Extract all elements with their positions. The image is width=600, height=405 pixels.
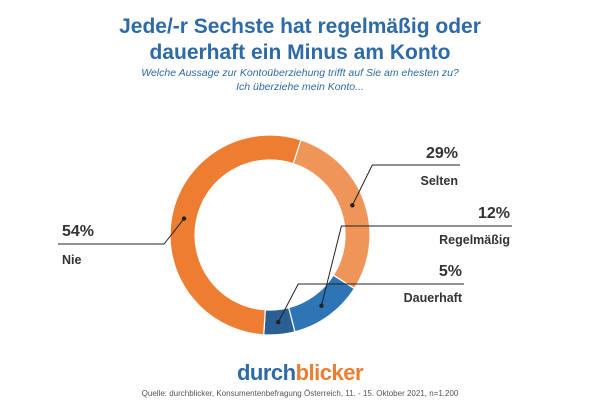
subtitle-question: Welche Aussage zur Kontoüberziehung trif… (141, 67, 459, 79)
category-label-nie: Nie (62, 253, 82, 267)
brand-logo-part-1: durch (236, 360, 296, 385)
slice-callouts: 29% Selten 12% Regelmäßig 5% Dauerhaft 54% Nie (58, 145, 512, 325)
value-label-regelmassig: 12% (478, 205, 510, 222)
callout-line-regelmassig (320, 225, 512, 306)
callout-dot-selten (350, 203, 355, 208)
title-line-1: Jede/-r Sechste hat regelmäßig oder (119, 15, 481, 38)
callout-line-selten (351, 164, 460, 206)
brand-logo: durchblicker (0, 360, 600, 386)
subtitle-prompt: Ich überziehe mein Konto... (236, 81, 364, 93)
category-label-regelmassig: Regelmäßig (439, 233, 510, 247)
category-label-dauerhaft: Dauerhaft (404, 291, 463, 305)
title-line-2: dauerhaft ein Minus am Konto (149, 41, 451, 64)
callout-line-nie (58, 218, 185, 245)
chart-subtitle: Welche Aussage zur Kontoüberziehung trif… (0, 66, 600, 94)
value-label-selten: 29% (426, 145, 458, 162)
value-label-nie: 54% (62, 223, 94, 240)
brand-logo-part-2: blicker (295, 360, 364, 385)
donut-slices (169, 134, 371, 336)
category-label-selten: Selten (420, 174, 458, 188)
value-label-dauerhaft: 5% (439, 263, 462, 280)
source-note: Quelle: durchblicker, Konsumentenbefragu… (141, 389, 459, 398)
chart-title: Jede/-r Sechste hat regelmäßig oder daue… (0, 14, 600, 66)
callout-line-dauerhaft (277, 283, 464, 323)
slice-nie (169, 134, 302, 336)
